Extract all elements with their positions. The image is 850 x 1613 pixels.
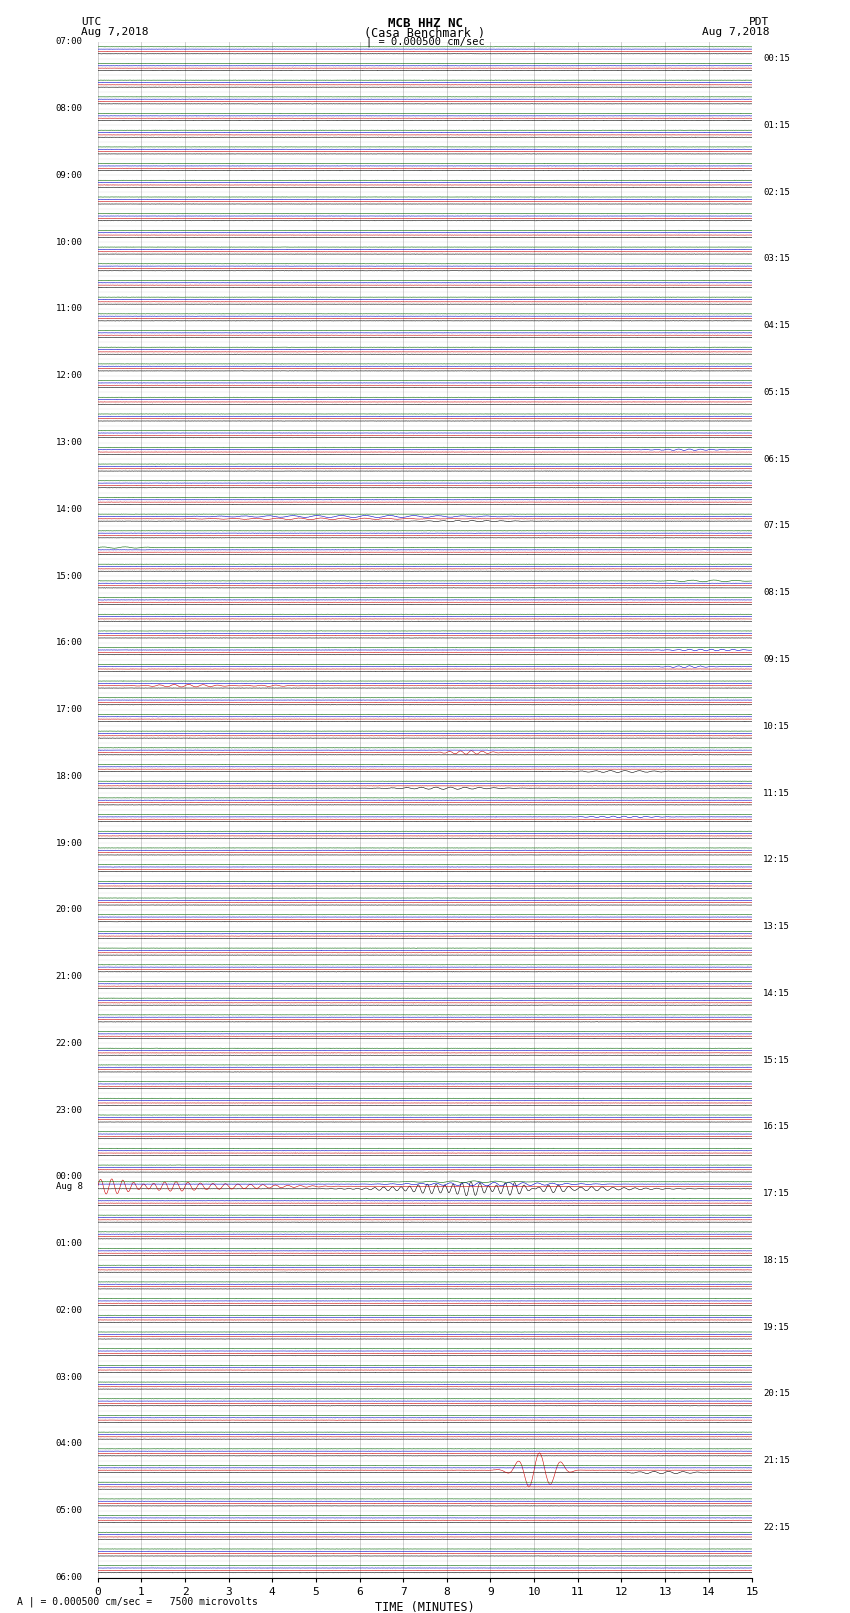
Text: Aug 7,2018: Aug 7,2018 [81, 26, 148, 37]
Text: 18:15: 18:15 [763, 1257, 790, 1265]
Text: 11:00: 11:00 [55, 305, 82, 313]
Text: 01:00: 01:00 [55, 1239, 82, 1248]
Text: 20:15: 20:15 [763, 1389, 790, 1398]
Text: 08:15: 08:15 [763, 589, 790, 597]
Text: 12:00: 12:00 [55, 371, 82, 381]
Text: 03:00: 03:00 [55, 1373, 82, 1382]
Text: 02:15: 02:15 [763, 187, 790, 197]
Text: 19:00: 19:00 [55, 839, 82, 847]
Text: 00:15: 00:15 [763, 55, 790, 63]
Text: 11:15: 11:15 [763, 789, 790, 797]
Text: PDT: PDT [749, 18, 769, 27]
Text: A | = 0.000500 cm/sec =   7500 microvolts: A | = 0.000500 cm/sec = 7500 microvolts [17, 1595, 258, 1607]
Text: 09:00: 09:00 [55, 171, 82, 181]
Text: 13:00: 13:00 [55, 439, 82, 447]
Text: 08:00: 08:00 [55, 105, 82, 113]
Text: 19:15: 19:15 [763, 1323, 790, 1332]
Text: 04:15: 04:15 [763, 321, 790, 331]
Text: 06:00: 06:00 [55, 1573, 82, 1582]
Text: MCB HHZ NC: MCB HHZ NC [388, 18, 462, 31]
Text: 17:15: 17:15 [763, 1189, 790, 1198]
Text: 21:00: 21:00 [55, 973, 82, 981]
Text: 17:00: 17:00 [55, 705, 82, 715]
Text: 21:15: 21:15 [763, 1457, 790, 1465]
Text: 03:15: 03:15 [763, 255, 790, 263]
Text: 07:15: 07:15 [763, 521, 790, 531]
Text: 05:15: 05:15 [763, 389, 790, 397]
Text: 06:15: 06:15 [763, 455, 790, 463]
Text: 23:00: 23:00 [55, 1105, 82, 1115]
Text: 09:15: 09:15 [763, 655, 790, 665]
Text: 22:00: 22:00 [55, 1039, 82, 1048]
X-axis label: TIME (MINUTES): TIME (MINUTES) [375, 1600, 475, 1613]
Text: 15:15: 15:15 [763, 1055, 790, 1065]
Text: 00:00: 00:00 [55, 1173, 82, 1181]
Text: Aug 8: Aug 8 [55, 1182, 82, 1192]
Text: UTC: UTC [81, 18, 101, 27]
Text: 13:15: 13:15 [763, 923, 790, 931]
Text: | = 0.000500 cm/sec: | = 0.000500 cm/sec [366, 37, 484, 47]
Text: 14:15: 14:15 [763, 989, 790, 998]
Text: 22:15: 22:15 [763, 1523, 790, 1532]
Text: 15:00: 15:00 [55, 571, 82, 581]
Text: 12:15: 12:15 [763, 855, 790, 865]
Text: 10:15: 10:15 [763, 721, 790, 731]
Text: 01:15: 01:15 [763, 121, 790, 131]
Text: 20:00: 20:00 [55, 905, 82, 915]
Text: 05:00: 05:00 [55, 1507, 82, 1515]
Text: 10:00: 10:00 [55, 237, 82, 247]
Text: Aug 7,2018: Aug 7,2018 [702, 26, 769, 37]
Text: 16:15: 16:15 [763, 1123, 790, 1131]
Text: 18:00: 18:00 [55, 773, 82, 781]
Text: 16:00: 16:00 [55, 639, 82, 647]
Text: 07:00: 07:00 [55, 37, 82, 47]
Text: (Casa Benchmark ): (Casa Benchmark ) [365, 26, 485, 40]
Text: 14:00: 14:00 [55, 505, 82, 515]
Text: 04:00: 04:00 [55, 1439, 82, 1448]
Text: 02:00: 02:00 [55, 1307, 82, 1315]
